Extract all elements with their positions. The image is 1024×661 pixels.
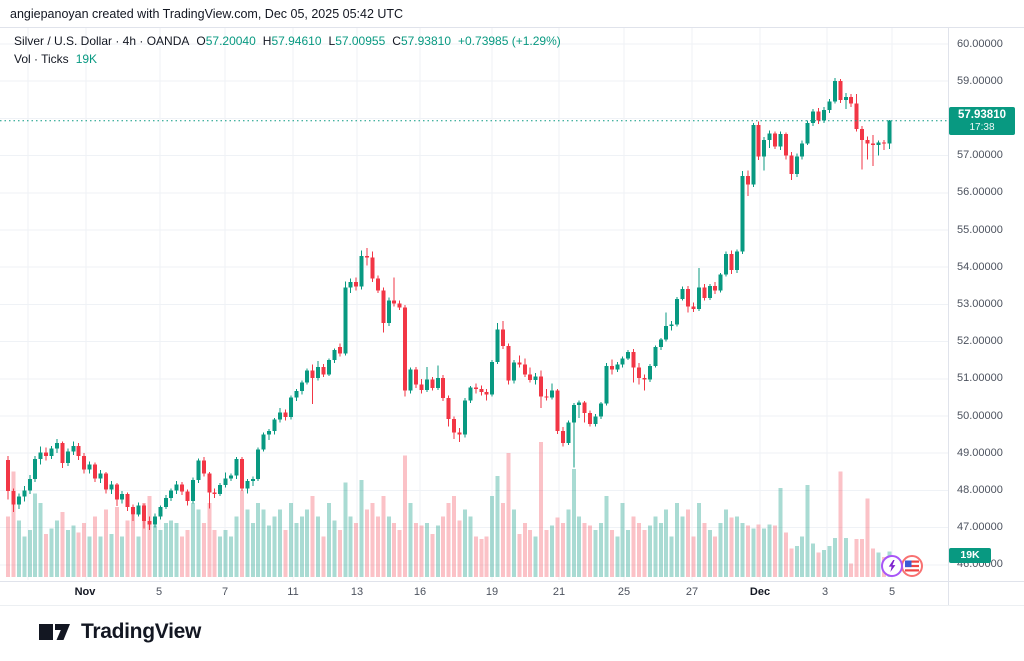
last-price-badge: 57.93810 17:38 bbox=[949, 107, 1015, 135]
time-axis-label: Nov bbox=[74, 586, 96, 598]
price-axis-label: 52.00000 bbox=[957, 335, 1003, 348]
price-axis-label: 51.00000 bbox=[957, 372, 1003, 385]
low-value: L57.00955 bbox=[328, 34, 386, 48]
time-axis-label: 27 bbox=[685, 586, 699, 598]
time-axis-label: 11 bbox=[287, 586, 299, 598]
time-axis-label: 5 bbox=[155, 586, 163, 598]
tradingview-footer-link[interactable]: TradingView bbox=[38, 620, 201, 644]
time-axis-label: 19 bbox=[485, 586, 499, 598]
bar-countdown: 17:38 bbox=[969, 122, 995, 133]
time-axis-label: 16 bbox=[413, 586, 427, 598]
time-axis-label: 3 bbox=[821, 586, 829, 598]
legend-volume-row[interactable]: Vol · Ticks 19K bbox=[14, 52, 561, 67]
tradingview-logo-icon bbox=[39, 624, 70, 640]
price-axis-label: 57.00000 bbox=[957, 149, 1003, 162]
us-flag-event-icon[interactable] bbox=[901, 555, 923, 577]
time-axis-label: 5 bbox=[888, 586, 896, 598]
price-axis-label: 48.00000 bbox=[957, 483, 1003, 496]
brand-name: TradingView bbox=[81, 620, 202, 643]
high-value: H57.94610 bbox=[262, 34, 322, 48]
time-axis-label: Dec bbox=[749, 586, 771, 598]
price-axis-label: 47.00000 bbox=[957, 521, 1003, 534]
time-axis-label: 7 bbox=[221, 586, 229, 598]
lightning-event-icon[interactable] bbox=[881, 555, 903, 577]
price-axis-label: 60.00000 bbox=[957, 37, 1003, 50]
chart-legend: Silver / U.S. Dollar · 4h · OANDA O57.20… bbox=[14, 34, 561, 67]
attribution-bar: angiepanoyan created with TradingView.co… bbox=[0, 0, 1024, 27]
price-axis-label: 55.00000 bbox=[957, 223, 1003, 236]
price-axis-label: 54.00000 bbox=[957, 260, 1003, 273]
lightning-bolt-icon bbox=[888, 560, 896, 572]
change-value: +0.73985 (+1.29%) bbox=[458, 34, 561, 48]
time-axis-label: 25 bbox=[617, 586, 631, 598]
open-value: O57.20040 bbox=[196, 34, 256, 48]
price-axis-label: 53.00000 bbox=[957, 297, 1003, 310]
price-axis-label: 49.00000 bbox=[957, 446, 1003, 459]
volume-value: 19K bbox=[75, 52, 98, 66]
symbol-title[interactable]: Silver / U.S. Dollar · 4h · OANDA bbox=[14, 34, 190, 48]
close-value: C57.93810 bbox=[392, 34, 451, 48]
attribution-text: angiepanoyan created with TradingView.co… bbox=[10, 7, 404, 21]
us-flag-icon bbox=[905, 560, 919, 572]
last-price-value: 57.93810 bbox=[958, 109, 1006, 121]
price-axis-label: 56.00000 bbox=[957, 186, 1003, 199]
volume-badge: 19K bbox=[949, 548, 991, 563]
volume-label: Vol · Ticks bbox=[14, 52, 69, 66]
price-axis-label: 59.00000 bbox=[957, 74, 1003, 87]
time-axis-label: 13 bbox=[350, 586, 364, 598]
time-axis-label: 21 bbox=[552, 586, 566, 598]
legend-symbol-row[interactable]: Silver / U.S. Dollar · 4h · OANDA O57.20… bbox=[14, 34, 561, 49]
price-axis-label: 50.00000 bbox=[957, 409, 1003, 422]
